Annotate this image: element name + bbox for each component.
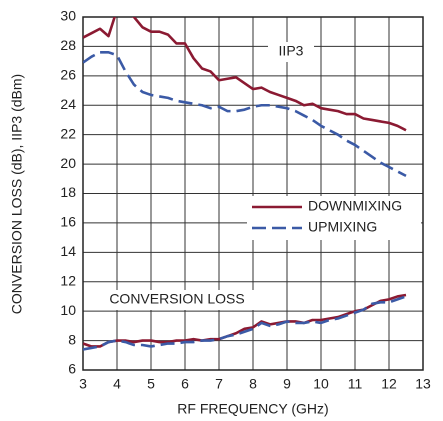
annotation-bg (97, 290, 257, 310)
x-tick-label: 7 (215, 376, 223, 392)
series-line (83, 51, 407, 178)
legend-label: UPMIXING (308, 219, 377, 235)
x-tick-label: 12 (381, 376, 397, 392)
y-tick-label: 22 (60, 125, 76, 141)
annotation: CONVERSION LOSS (109, 291, 244, 307)
y-tick-label: 8 (68, 331, 76, 347)
y-tick-label: 18 (60, 184, 76, 200)
x-tick-label: 5 (147, 376, 155, 392)
x-tick-label: 11 (348, 376, 363, 392)
y-tick-label: 26 (60, 67, 76, 83)
plot-area (83, 17, 407, 351)
y-tick-label: 6 (68, 361, 76, 377)
series-line (83, 295, 407, 351)
y-tick-label: 28 (60, 37, 76, 53)
x-tick-label: 4 (113, 376, 121, 392)
plot-frame (82, 16, 424, 371)
series-line (83, 17, 407, 132)
y-axis-label: CONVERSION LOSS (dB), IIP3 (dBm) (9, 74, 25, 314)
legend-box (247, 196, 421, 240)
x-tick-label: 6 (181, 376, 189, 392)
x-tick-label: 10 (313, 376, 329, 392)
y-tick-label: 10 (60, 302, 76, 318)
x-tick-label: 8 (249, 376, 257, 392)
y-tick-label: 30 (60, 8, 76, 24)
x-tick-label: 13 (415, 376, 431, 392)
x-tick-label: 3 (79, 376, 87, 392)
series-line (83, 293, 407, 348)
annotation: IIP3 (279, 43, 304, 59)
y-tick-label: 14 (60, 243, 76, 259)
y-tick-label: 24 (60, 96, 76, 112)
x-tick-label: 9 (283, 376, 291, 392)
x-axis-label: RF FREQUENCY (GHz) (177, 401, 328, 417)
y-tick-label: 20 (60, 155, 76, 171)
legend-label: DOWNMIXING (308, 198, 402, 214)
y-tick-label: 12 (60, 272, 76, 288)
annotation-bg (268, 42, 314, 62)
y-tick-label: 16 (60, 214, 76, 230)
